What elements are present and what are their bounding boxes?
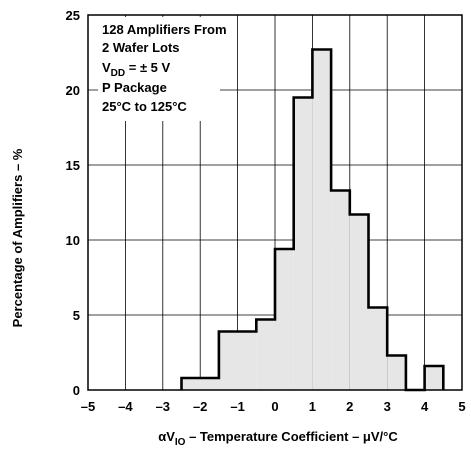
x-tick-label: –2 [193,399,207,414]
histogram-bar [331,190,350,390]
plot-frame [87,14,463,391]
x-tick-label: 0 [271,399,278,414]
y-tick-label: 10 [66,233,80,248]
x-tick-label: 2 [346,399,353,414]
x-tick-label: 4 [421,399,429,414]
annotation-line-4: P Package [102,80,167,95]
x-tick-label: 3 [384,399,391,414]
annotation-line-2: 2 Wafer Lots [102,40,180,55]
y-tick-label: 5 [73,308,80,323]
y-tick-label: 25 [66,8,80,23]
histogram-bar [349,214,369,390]
y-tick-label: 20 [66,83,80,98]
histogram-bar [424,366,444,390]
histogram-bar [181,378,219,390]
x-tick-label: 5 [458,399,465,414]
y-tick-label: 15 [66,158,80,173]
x-tick-label: 1 [309,399,316,414]
histogram-bar [275,249,294,390]
y-tick-labels: 0 5 10 15 20 25 [66,8,80,398]
y-tick-label: 0 [73,383,80,398]
histogram-bar [387,355,406,390]
histogram-bar [293,97,313,390]
histogram-bars [180,48,445,392]
annotation-line-1: 128 Amplifiers From [102,22,227,37]
y-axis-label: Percentage of Amplifiers – % [10,148,25,327]
x-axis-label: αVIO – Temperature Coefficient – μV/°C [158,429,398,448]
annotation-background [98,17,220,121]
x-tick-labels: –5 –4 –3 –2 –1 0 1 2 3 4 5 [81,399,466,414]
x-tick-label: –1 [230,399,244,414]
histogram-bar [368,307,388,390]
annotation-line-5: 25°C to 125°C [102,99,187,114]
x-tick-label: –5 [81,399,95,414]
histogram-bar [218,331,257,390]
histogram-bar [312,49,332,390]
annotation-box: 128 Amplifiers From 2 Wafer Lots VDD = ±… [98,17,227,121]
x-tick-label: –4 [118,399,133,414]
x-tick-label: –3 [156,399,170,414]
histogram-bar [256,319,275,390]
histogram-outline [180,48,445,392]
annotation-line-3: VDD = ± 5 V [102,60,171,79]
